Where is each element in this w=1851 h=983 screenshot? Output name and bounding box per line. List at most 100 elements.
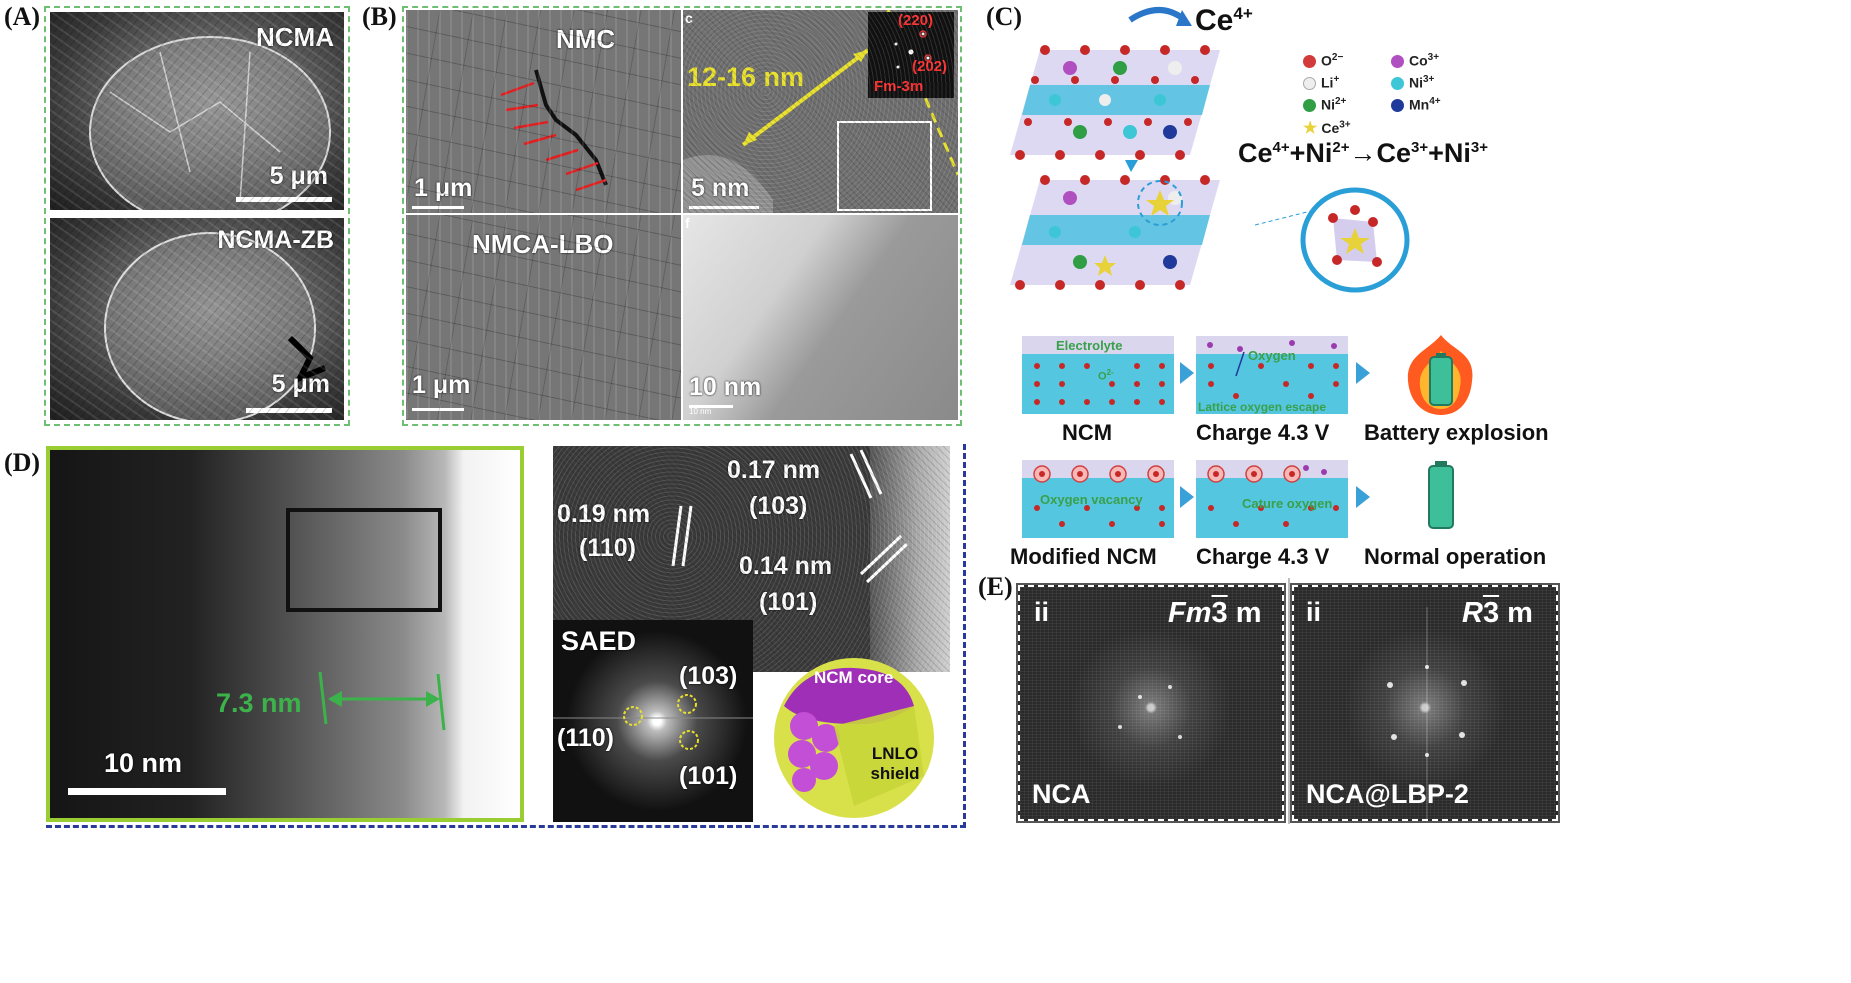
legend-swatch — [1303, 99, 1316, 113]
legend-swatch — [1303, 55, 1316, 69]
captured-oxygen — [1207, 465, 1339, 527]
eq-ni-charge: 2+ — [1332, 139, 1350, 156]
sg-digit: 3 — [1482, 597, 1500, 629]
core-shell-schematic — [774, 658, 934, 818]
scale-label-hrtem: 5 nm — [691, 174, 750, 202]
sem-image-ncma: NCMA 5 μm — [50, 12, 344, 210]
legend-swatch — [1391, 77, 1404, 91]
sem-image-nmca-lbo: NMCA-LBO 1 μm — [406, 215, 681, 420]
legend-item-o2: O2− — [1303, 52, 1343, 69]
space-group-r3m: R3 m — [1462, 597, 1533, 630]
eq-ce-product: Ce — [1376, 138, 1412, 168]
vacuum-edge — [870, 446, 950, 672]
eq-ce-charge: 4+ — [1272, 139, 1290, 156]
legend-ion: Mn — [1409, 96, 1430, 113]
legend-item-ni2: Ni2+ — [1303, 96, 1346, 113]
fft-image-nca: ii Fm3 m NCA — [1016, 583, 1286, 823]
cature-oxygen-label: Cature oxygen — [1242, 496, 1333, 511]
saed-pattern: SAED (103) (110) (101) — [553, 620, 753, 822]
electrolyte-layer — [1022, 336, 1174, 354]
saed-title: SAED — [561, 626, 637, 656]
star-icon: ★ — [1303, 120, 1318, 137]
eq-ni: Ni — [1305, 138, 1333, 168]
sample-label-nca: NCA — [1032, 779, 1091, 809]
label-battery-explosion: Battery explosion — [1364, 420, 1549, 445]
dopant-charge: 4+ — [1233, 4, 1253, 23]
ncm-slab: Electrolyte O2- — [1022, 336, 1174, 414]
scale-bar-nmca-lbo — [412, 408, 464, 411]
dopant-symbol: Ce — [1195, 4, 1234, 37]
panel-e-divider — [1288, 578, 1290, 824]
eq-plus: + — [1428, 138, 1444, 168]
sample-label-nca-lbp: NCA@LBP-2 — [1306, 779, 1469, 809]
eq-ce-product-charge: 3+ — [1411, 139, 1429, 156]
zoom-box — [286, 508, 442, 612]
label-charge-1: Charge 4.3 V — [1196, 420, 1330, 445]
o-minus-charge: 2- — [1106, 368, 1114, 377]
d-spacing-2: 0.17 nm — [727, 456, 821, 484]
shield-label: LNLO shield — [870, 744, 920, 783]
sample-label-ncma: NCMA — [256, 22, 334, 52]
fft-index-left: ii — [1034, 597, 1050, 627]
ce-site-zoom — [1255, 187, 1410, 293]
escaping-oxygen — [1207, 340, 1339, 399]
sg-digit: 3 — [1211, 597, 1228, 629]
fft-spot-220: (220) — [898, 12, 934, 29]
legend-ion: Ce — [1321, 120, 1340, 136]
hrtem-image-nmc: c 12-16 nm 5 nm (220) (202) Fm-3m — [683, 10, 958, 213]
electrolyte-layer — [1022, 460, 1174, 478]
panel-label-c: (C) — [986, 2, 1023, 31]
scale-label-tem: 10 nm — [689, 373, 762, 401]
label-modified-ncm: Modified NCM — [1010, 544, 1157, 569]
legend-ion: Co — [1409, 52, 1428, 69]
legend-item-mn4: Mn4+ — [1391, 96, 1441, 113]
legend-swatch — [1391, 55, 1404, 69]
sample-label-nmca-lbo: NMCA-LBO — [472, 229, 614, 259]
core-label: NCM core — [814, 668, 894, 687]
particle-outline — [104, 232, 327, 420]
lattice-escape-label: Lattice oxygen escape — [1198, 400, 1327, 414]
redox-equation: Ce4++Ni2+→Ce3++Ni3+ — [1238, 138, 1488, 169]
battery-normal-icon — [1428, 461, 1454, 529]
space-group-fm3m: Fm3 m — [1168, 597, 1262, 630]
lattice-schematic — [1010, 7, 1220, 290]
electrolyte-layer — [1196, 460, 1348, 478]
legend-item-ce3: ★ Ce3+ — [1303, 118, 1351, 138]
oxygen-label: Oxygen — [1248, 348, 1296, 363]
label-charge-2: Charge 4.3 V — [1196, 544, 1330, 569]
scale-bar-nmc — [412, 206, 464, 209]
sg-symbol: R — [1462, 597, 1483, 629]
legend-swatch — [1303, 77, 1316, 91]
o-minus-label: O2- — [1098, 368, 1114, 383]
eq-ni-product: Ni — [1443, 138, 1471, 168]
sem-image-ncma-zb: NCMA-ZB 5 μm — [50, 218, 344, 420]
scale-bar-coating — [68, 788, 226, 795]
hkl-3: (101) — [759, 588, 818, 616]
flow-arrow-1 — [1180, 362, 1194, 384]
legend-ion: Ni — [1409, 74, 1423, 91]
panel-a-frame — [44, 6, 350, 426]
electrolyte-label: Electrolyte — [1056, 338, 1123, 353]
flow-arrow-4 — [1356, 486, 1370, 508]
sample-label-nmc: NMC — [556, 24, 616, 54]
d-spacing-3: 0.14 nm — [739, 552, 833, 580]
vacancy-atoms — [1033, 465, 1165, 527]
legend-ion: Ni — [1321, 96, 1335, 113]
saed-103: (103) — [679, 662, 738, 690]
oxygen-vacancy-label: Oxygen vacancy — [1040, 492, 1143, 507]
tem-sublabel-f: f — [685, 215, 690, 231]
saed-101: (101) — [679, 762, 738, 790]
o-minus-symbol: O — [1098, 370, 1107, 383]
tem-image-coating: 7.3 nm 10 nm — [46, 446, 524, 822]
legend-charge: 4+ — [1429, 96, 1441, 107]
battery-flame-icon — [1407, 335, 1473, 415]
fft-space-group: Fm-3m — [874, 78, 924, 95]
particle-outline — [89, 36, 331, 210]
legend-item-co3: Co3+ — [1391, 52, 1439, 69]
modified-ncm-slab: Oxygen vacancy — [1022, 460, 1174, 538]
flow-arrow-2 — [1356, 362, 1370, 384]
fft-index-right: ii — [1306, 597, 1322, 627]
fft-spots — [1387, 607, 1467, 819]
scale-bar-tem — [689, 405, 733, 408]
panel-label-d: (D) — [4, 448, 41, 477]
